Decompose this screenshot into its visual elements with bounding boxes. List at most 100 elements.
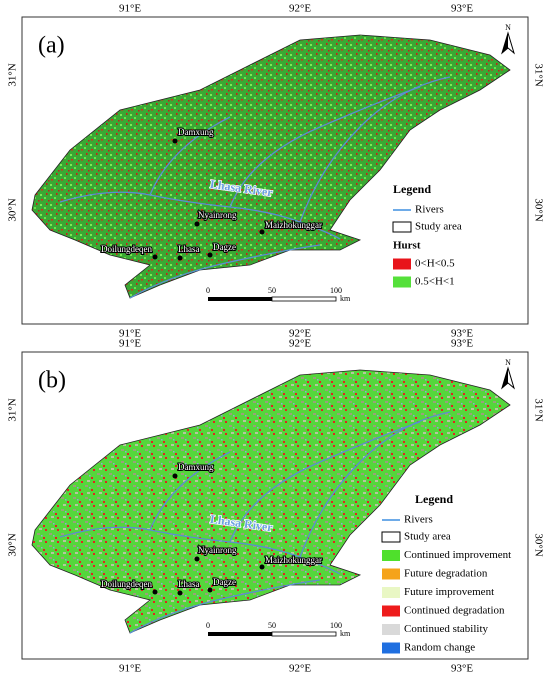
map-panel: 91°E 91°E 92°E 92°E 93°E 93°E 30°N 30°N 31°N 31°N… — [7, 338, 545, 675]
place-marker — [152, 589, 158, 595]
river — [299, 76, 451, 223]
legend-label: Study area — [404, 531, 451, 543]
panel-label: (a) — [38, 33, 65, 59]
north-label: N — [505, 23, 511, 32]
map-panel: 91°E 91°E 92°E 92°E 93°E 93°E 30°N 30°N 31°N 31°N… — [7, 3, 545, 340]
longitude-label: 91°E — [119, 328, 141, 340]
latitude-label: 31°N — [532, 398, 544, 421]
river — [299, 411, 451, 558]
latitude-label: 30°N — [532, 533, 544, 556]
legend-label: Random change — [404, 642, 475, 654]
legend-title: Legend — [415, 492, 453, 506]
legend-area-swatch — [381, 531, 401, 543]
scale-unit: km — [340, 629, 351, 638]
legend-label: Rivers — [415, 204, 444, 216]
longitude-label: 93°E — [451, 338, 473, 350]
legend-swatch — [382, 605, 400, 617]
place-label: Maizhokunggar — [265, 220, 322, 230]
latitude-label: 31°N — [532, 63, 544, 86]
scale-bar-white — [271, 296, 337, 302]
scale-bar-black — [208, 297, 272, 301]
latitude-label: 30°N — [532, 198, 544, 221]
legend-label: 0<H<0.5 — [415, 258, 455, 270]
river — [149, 116, 231, 196]
legend-label: Rivers — [404, 514, 433, 526]
scale-label: 100 — [330, 286, 342, 295]
place-marker — [177, 590, 183, 596]
longitude-label: 93°E — [451, 3, 473, 15]
legend-swatch — [382, 624, 400, 635]
legend-label: Continued degradation — [404, 605, 505, 617]
latitude-label: 31°N — [7, 398, 19, 421]
river — [129, 579, 321, 634]
place-marker — [259, 564, 265, 570]
scale-unit: km — [340, 294, 351, 303]
place-marker — [172, 138, 178, 144]
place-marker — [152, 254, 158, 260]
longitude-label: 91°E — [119, 3, 141, 15]
legend-label: Study area — [415, 221, 462, 233]
longitude-label: 93°E — [451, 328, 473, 340]
place-marker — [194, 556, 200, 562]
place-label: Nyainrong — [198, 210, 237, 220]
legend-area-swatch — [392, 221, 412, 233]
river — [229, 86, 421, 208]
scale-label: 100 — [330, 621, 342, 630]
legend-swatch — [382, 550, 400, 561]
legend-label: Continued improvement — [404, 549, 511, 561]
place-label: Damxung — [178, 127, 214, 137]
legend-title: Legend — [393, 182, 431, 196]
legend-label: 0.5<H<1 — [415, 276, 455, 288]
north-arrow-half — [502, 33, 508, 53]
legend-swatch — [393, 276, 411, 288]
place-marker — [259, 229, 265, 235]
longitude-label: 92°E — [289, 3, 311, 15]
legend-label: Future improvement — [404, 586, 494, 598]
place-label: Dagze — [213, 242, 236, 252]
latitude-label: 30°N — [7, 198, 19, 221]
legend-label: Future degradation — [404, 568, 488, 580]
place-label: Damxung — [178, 462, 214, 472]
place-marker — [207, 252, 213, 258]
river — [229, 421, 421, 543]
place-label: Dagze — [213, 577, 236, 587]
panel-label: (b) — [38, 368, 66, 394]
north-arrow-half — [502, 368, 508, 388]
longitude-label: 92°E — [289, 663, 311, 675]
legend-subtitle: Hurst — [393, 240, 421, 252]
place-marker — [172, 473, 178, 479]
river — [129, 244, 321, 299]
scale-bar-black — [208, 632, 272, 636]
scale-label: 50 — [268, 621, 276, 630]
longitude-label: 92°E — [289, 338, 311, 350]
place-label: Doilungdeqen — [101, 244, 152, 254]
legend-swatch — [393, 258, 411, 270]
place-marker — [194, 221, 200, 227]
legend-swatch — [382, 568, 400, 580]
river — [59, 526, 341, 575]
place-label: Maizhokunggar — [265, 555, 322, 565]
place-marker — [177, 255, 183, 261]
place-label: Nyainrong — [198, 545, 237, 555]
legend-label: Continued stability — [404, 623, 489, 635]
legend-swatch — [382, 587, 400, 598]
river — [149, 451, 231, 531]
north-label: N — [505, 358, 511, 367]
longitude-label: 93°E — [451, 663, 473, 675]
river — [59, 191, 341, 240]
longitude-label: 91°E — [119, 663, 141, 675]
scale-label: 0 — [206, 286, 210, 295]
scale-bar-white — [271, 631, 337, 637]
latitude-label: 31°N — [7, 63, 19, 86]
place-label: Lhasa — [178, 244, 200, 254]
scale-label: 50 — [268, 286, 276, 295]
scale-label: 0 — [206, 621, 210, 630]
longitude-label: 91°E — [119, 338, 141, 350]
place-marker — [207, 587, 213, 593]
legend-swatch — [382, 642, 400, 654]
place-label: Lhasa — [178, 579, 200, 589]
longitude-label: 92°E — [289, 328, 311, 340]
latitude-label: 30°N — [7, 533, 19, 556]
